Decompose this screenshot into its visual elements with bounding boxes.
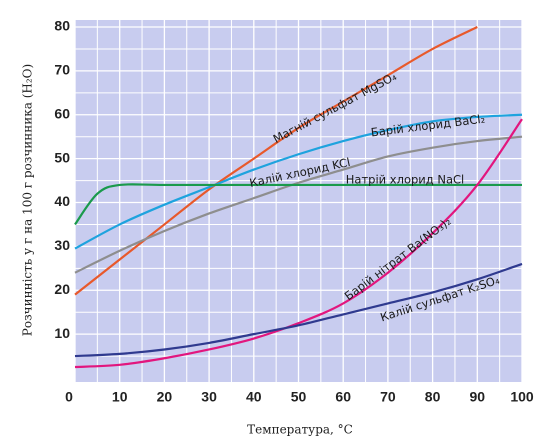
x-tick-label: 0	[65, 389, 73, 405]
x-tick-label: 70	[380, 389, 396, 405]
x-tick-label: 30	[201, 389, 217, 405]
y-tick-label: 60	[54, 105, 70, 121]
series-line	[74, 118, 523, 369]
x-tick-label: 90	[470, 389, 486, 405]
x-tick-label: 40	[246, 389, 262, 405]
x-tick-label: 60	[335, 389, 351, 405]
x-tick-label: 10	[112, 389, 128, 405]
y-tick-label: 80	[54, 18, 70, 34]
x-tick-label: 20	[157, 389, 173, 405]
series-line	[74, 135, 523, 274]
x-axis-label: Температура, °С	[247, 423, 353, 437]
y-tick-label: 30	[54, 237, 70, 253]
y-tick-label: 20	[54, 281, 70, 297]
y-tick-label: 50	[54, 149, 70, 165]
series-line	[74, 262, 523, 358]
series-line	[74, 26, 478, 296]
series-line	[74, 113, 523, 250]
series-line	[74, 183, 522, 226]
y-tick-label: 10	[54, 325, 70, 341]
x-tick-label: 50	[291, 389, 307, 405]
curve-label: Натрій хлорид NaCl	[346, 173, 464, 187]
y-tick-label: 70	[54, 62, 70, 78]
x-tick-label: 80	[425, 389, 441, 405]
y-tick-label: 40	[54, 193, 70, 209]
y-axis-label: Розчинність у г на 100 г розчинника (H₂O…	[21, 64, 35, 336]
x-tick-label: 100	[510, 389, 534, 405]
